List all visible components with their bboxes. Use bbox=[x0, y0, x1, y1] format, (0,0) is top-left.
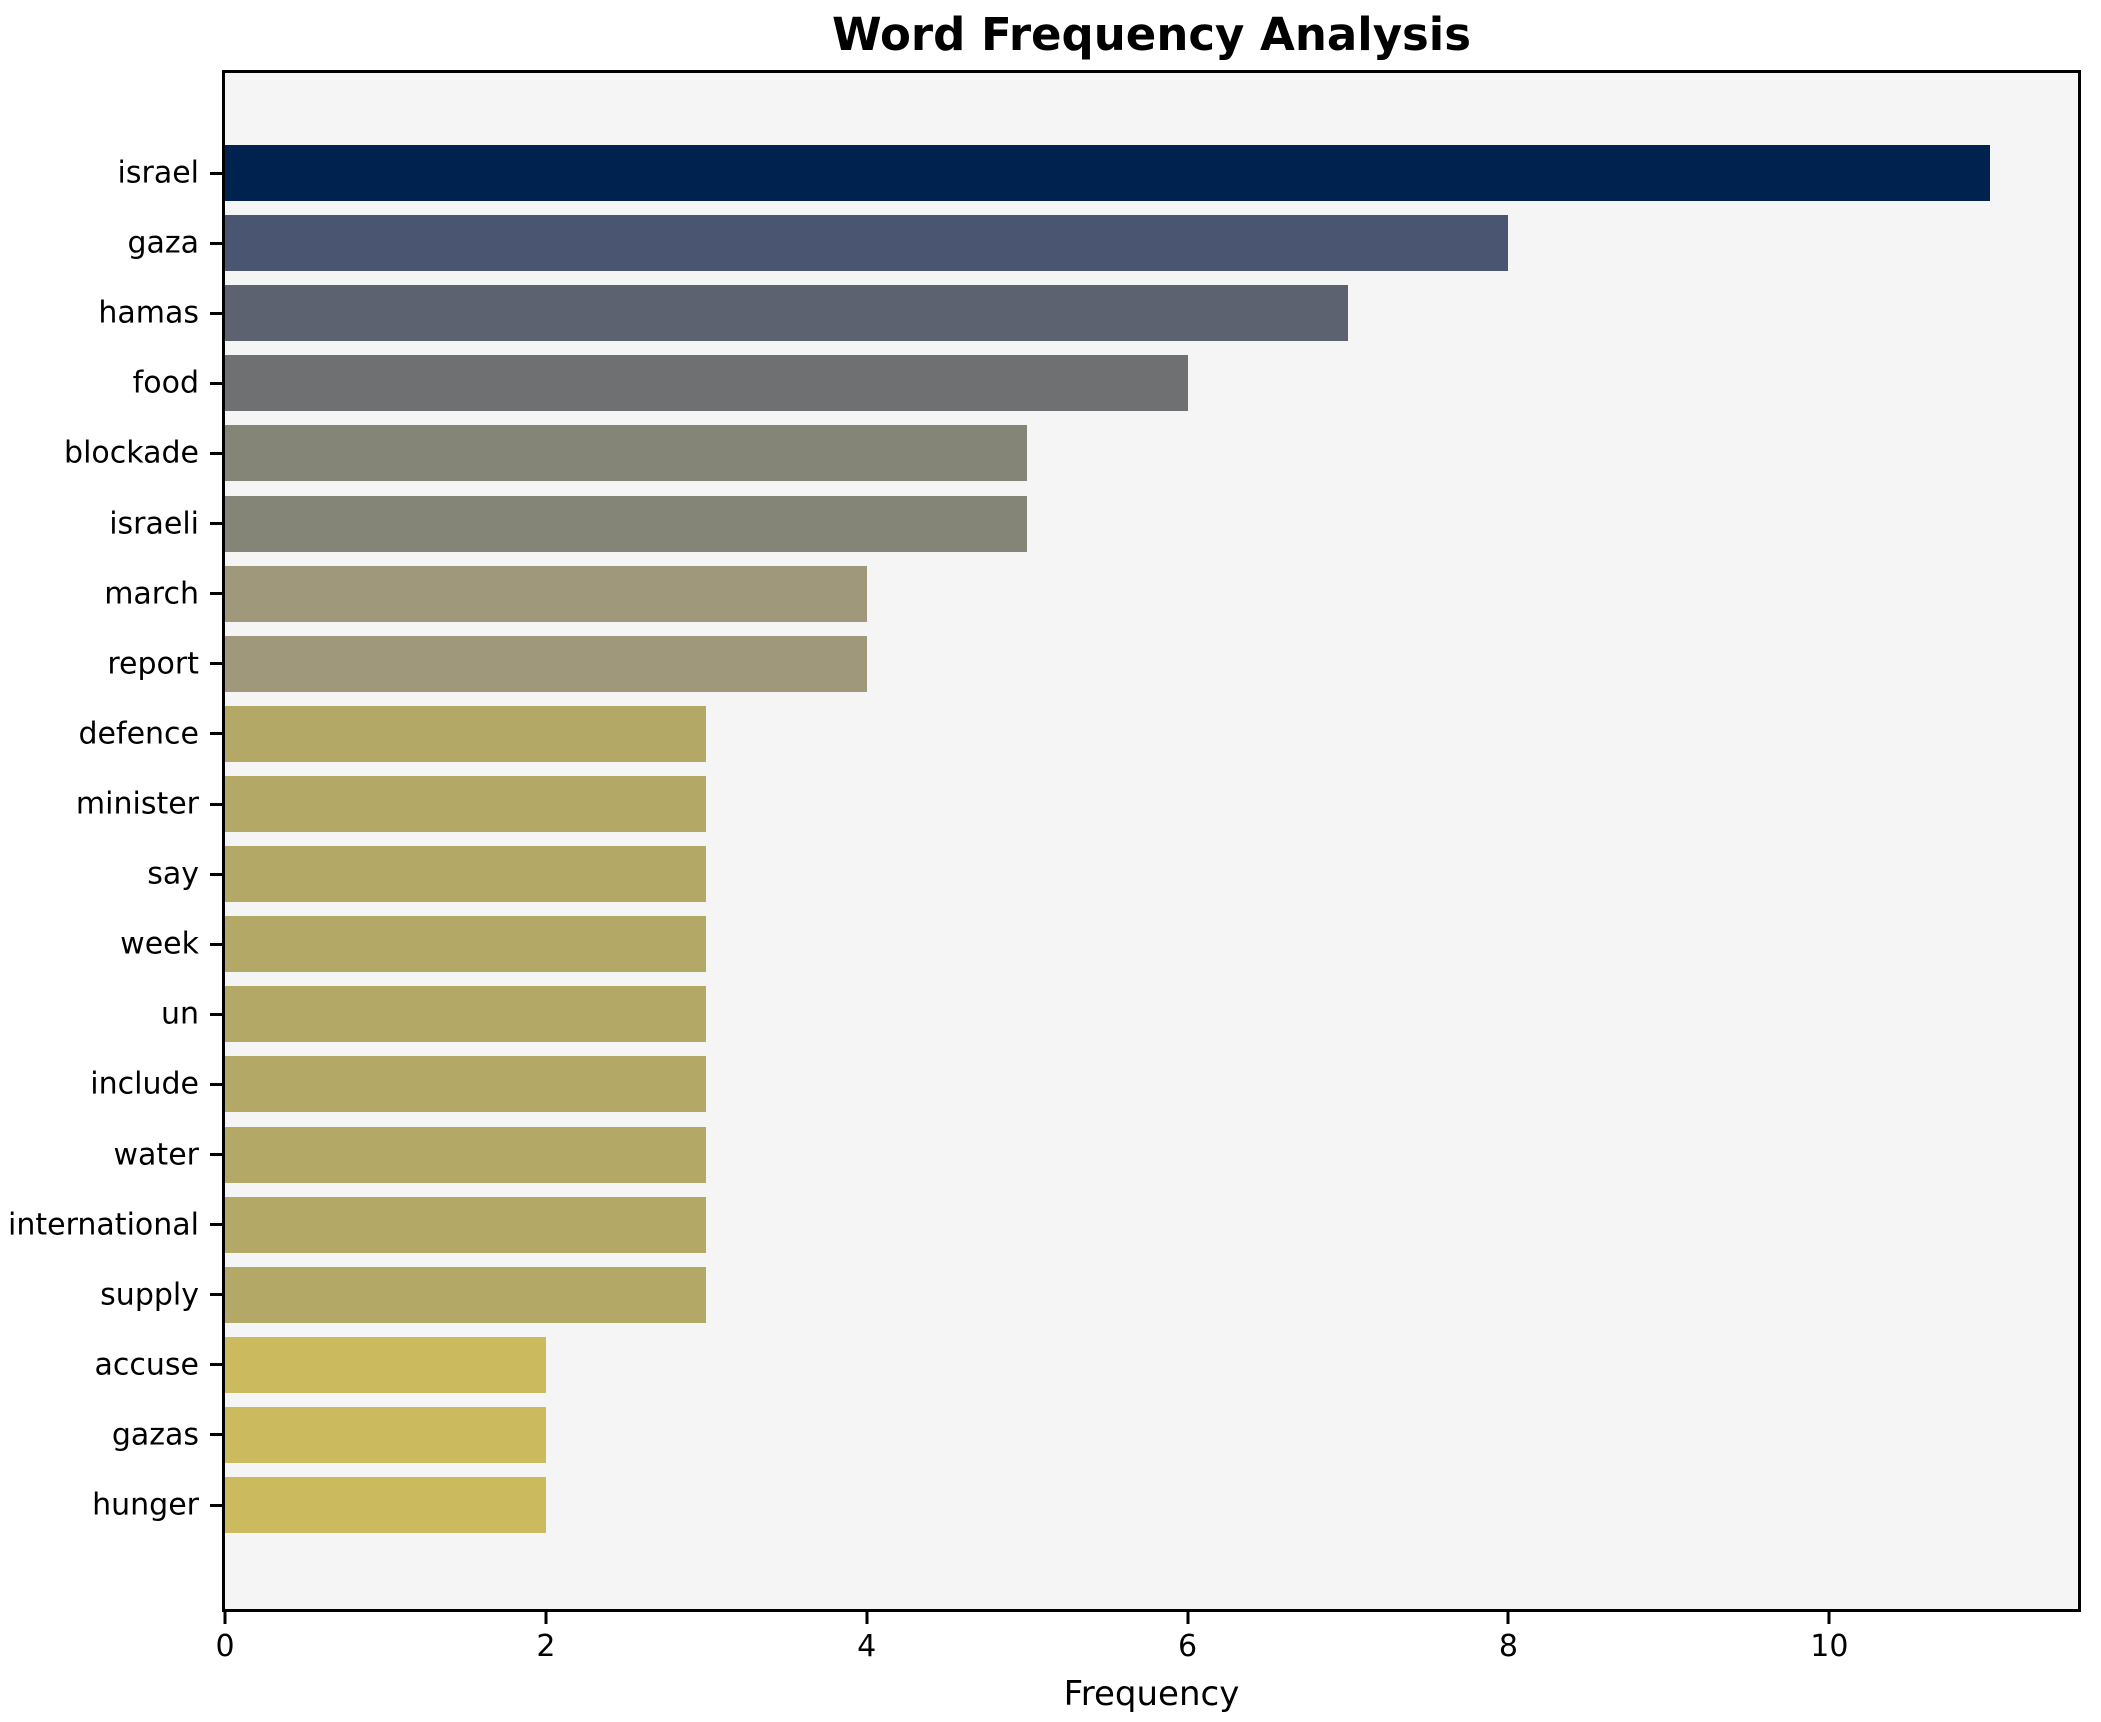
bar-week bbox=[225, 916, 707, 973]
x-tick-label-4: 4 bbox=[857, 1629, 877, 1664]
bar-accuse bbox=[225, 1336, 546, 1393]
x-tick-label-6: 6 bbox=[1178, 1629, 1198, 1664]
y-tick-label-gaza: gaza bbox=[127, 225, 199, 261]
x-tick-8 bbox=[1506, 1612, 1510, 1624]
y-tick-international bbox=[210, 1223, 222, 1227]
x-tick-label-10: 10 bbox=[1810, 1629, 1849, 1664]
y-tick-minister bbox=[210, 802, 222, 806]
y-tick-label-report: report bbox=[107, 646, 199, 682]
y-tick-label-food: food bbox=[132, 365, 199, 401]
bar-minister bbox=[225, 776, 707, 832]
y-tick-label-include: include bbox=[90, 1066, 199, 1102]
y-tick-supply bbox=[210, 1293, 222, 1297]
bar-water bbox=[225, 1126, 707, 1183]
bar-supply bbox=[225, 1266, 707, 1323]
y-tick-label-israeli: israeli bbox=[109, 506, 199, 542]
y-tick-hamas bbox=[210, 311, 222, 315]
y-tick-water bbox=[210, 1153, 222, 1157]
y-tick-report bbox=[210, 662, 222, 666]
y-tick-label-minister: minister bbox=[75, 786, 199, 822]
y-tick-label-march: march bbox=[104, 576, 199, 612]
x-tick-label-2: 2 bbox=[536, 1629, 556, 1664]
bar-hamas bbox=[225, 285, 1349, 342]
bar-hunger bbox=[225, 1477, 546, 1534]
y-tick-gazas bbox=[210, 1433, 222, 1437]
y-tick-israeli bbox=[210, 522, 222, 526]
y-tick-label-hamas: hamas bbox=[98, 295, 199, 331]
bar-food bbox=[225, 355, 1188, 412]
bar-israeli bbox=[225, 495, 1028, 552]
y-tick-blockade bbox=[210, 451, 222, 455]
chart-title: Word Frequency Analysis bbox=[831, 8, 1472, 61]
x-tick-label-0: 0 bbox=[215, 1629, 235, 1664]
bar-say bbox=[225, 846, 707, 903]
bar-israel bbox=[225, 145, 1990, 202]
bar-un bbox=[225, 986, 707, 1043]
bar-report bbox=[225, 635, 867, 692]
y-tick-march bbox=[210, 592, 222, 596]
bar-march bbox=[225, 565, 867, 622]
x-tick-2 bbox=[544, 1612, 548, 1624]
y-tick-accuse bbox=[210, 1363, 222, 1367]
y-tick-week bbox=[210, 942, 222, 946]
y-tick-label-israel: israel bbox=[117, 155, 199, 191]
bar-gazas bbox=[225, 1406, 546, 1463]
y-tick-say bbox=[210, 872, 222, 876]
y-tick-label-say: say bbox=[147, 856, 199, 892]
y-tick-label-accuse: accuse bbox=[94, 1347, 199, 1383]
y-tick-hunger bbox=[210, 1503, 222, 1507]
y-tick-label-water: water bbox=[113, 1137, 199, 1173]
y-tick-label-hunger: hunger bbox=[92, 1487, 199, 1523]
plot-area: israel gaza hamas food blockade israeli march r… bbox=[8, 70, 2081, 1664]
bar-blockade bbox=[225, 425, 1028, 482]
x-tick-10 bbox=[1827, 1612, 1831, 1624]
y-tick-label-gazas: gazas bbox=[111, 1417, 199, 1453]
y-tick-israel bbox=[210, 171, 222, 175]
y-tick-include bbox=[210, 1082, 222, 1086]
x-axis-label: Frequency bbox=[1063, 1674, 1240, 1714]
x-tick-0 bbox=[223, 1612, 227, 1624]
y-tick-label-defence: defence bbox=[78, 716, 199, 752]
x-tick-4 bbox=[865, 1612, 869, 1624]
bar-gaza bbox=[225, 215, 1509, 272]
bar-include bbox=[225, 1056, 707, 1113]
y-tick-defence bbox=[210, 732, 222, 736]
x-tick-6 bbox=[1186, 1612, 1190, 1624]
y-tick-label-week: week bbox=[120, 926, 199, 962]
y-tick-label-un: un bbox=[160, 996, 199, 1032]
x-tick-label-8: 8 bbox=[1498, 1629, 1518, 1664]
y-tick-label-supply: supply bbox=[100, 1277, 199, 1313]
y-tick-un bbox=[210, 1012, 222, 1016]
y-tick-label-international: international bbox=[8, 1207, 199, 1243]
y-tick-food bbox=[210, 381, 222, 385]
bar-international bbox=[225, 1196, 707, 1253]
bar-defence bbox=[225, 705, 707, 762]
y-tick-gaza bbox=[210, 241, 222, 245]
y-tick-label-blockade: blockade bbox=[64, 435, 199, 471]
